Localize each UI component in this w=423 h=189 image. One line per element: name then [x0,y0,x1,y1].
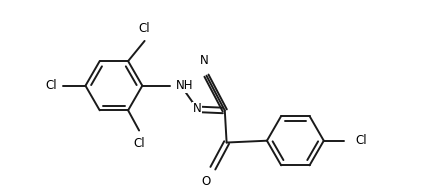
Text: N: N [200,54,209,67]
Text: Cl: Cl [46,79,58,92]
Text: O: O [202,175,211,188]
Text: Cl: Cl [133,137,145,150]
Text: NH: NH [176,79,194,92]
Text: N: N [193,102,202,115]
Text: Cl: Cl [355,134,367,147]
Text: Cl: Cl [139,22,151,35]
